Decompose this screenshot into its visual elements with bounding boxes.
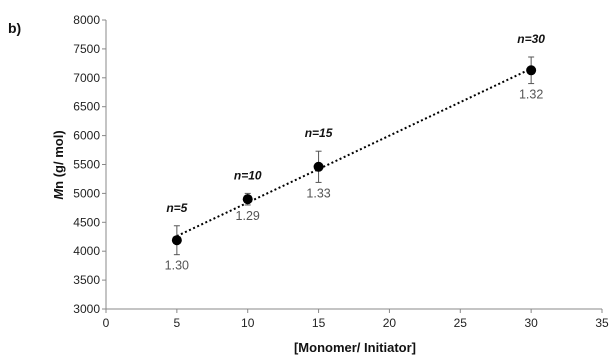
pdi-label: 1.33 <box>306 186 330 200</box>
y-tick-label: 5000 <box>73 186 100 200</box>
y-axis-title: Mn (g/ mol) <box>51 130 66 199</box>
point-label: n=10 <box>234 168 262 182</box>
y-axis-title-rest: n (g/ mol) <box>51 130 66 189</box>
x-tick-label: 20 <box>383 316 397 330</box>
y-tick-label: 7500 <box>73 42 100 56</box>
y-tick-label: 7000 <box>73 71 100 85</box>
axes: 3000 3500 4000 4500 5000 5500 6000 6500 7000 7500… <box>73 13 609 330</box>
data-point <box>526 65 537 76</box>
trendline <box>176 67 532 237</box>
data-marks: n=5 1.30 n=10 1.29 n=15 1.33 n=30 1.32 <box>165 32 546 273</box>
y-tick-label: 6500 <box>73 100 100 114</box>
y-tick-label: 8000 <box>73 13 100 27</box>
x-tick-label: 25 <box>454 316 468 330</box>
y-tick-label: 4000 <box>73 244 100 258</box>
x-tick-label: 15 <box>312 316 326 330</box>
trendline-group <box>176 67 532 237</box>
data-point <box>242 194 253 205</box>
y-tick-label: 3500 <box>73 273 100 287</box>
y-tick-label: 6000 <box>73 129 100 143</box>
y-tick-label: 5500 <box>73 158 100 172</box>
pdi-label: 1.29 <box>236 209 260 223</box>
point-label: n=5 <box>166 201 187 215</box>
x-tick-label: 30 <box>524 316 538 330</box>
x-tick-label: 0 <box>103 316 110 330</box>
y-tick-label: 4500 <box>73 215 100 229</box>
pdi-label: 1.32 <box>519 88 543 102</box>
point-label: n=15 <box>305 126 333 140</box>
panel-label: b) <box>8 20 21 36</box>
x-tick-label: 35 <box>595 316 609 330</box>
point-label: n=30 <box>517 32 545 46</box>
y-axis-title-italic: M <box>51 188 66 200</box>
x-axis-title: [Monomer/ Initiator] <box>294 340 416 355</box>
data-point <box>171 235 182 246</box>
x-tick-label: 10 <box>241 316 255 330</box>
y-tick-label: 3000 <box>73 302 100 316</box>
data-point <box>313 161 324 172</box>
x-tick-label: 5 <box>174 316 181 330</box>
pdi-label: 1.30 <box>165 259 189 273</box>
